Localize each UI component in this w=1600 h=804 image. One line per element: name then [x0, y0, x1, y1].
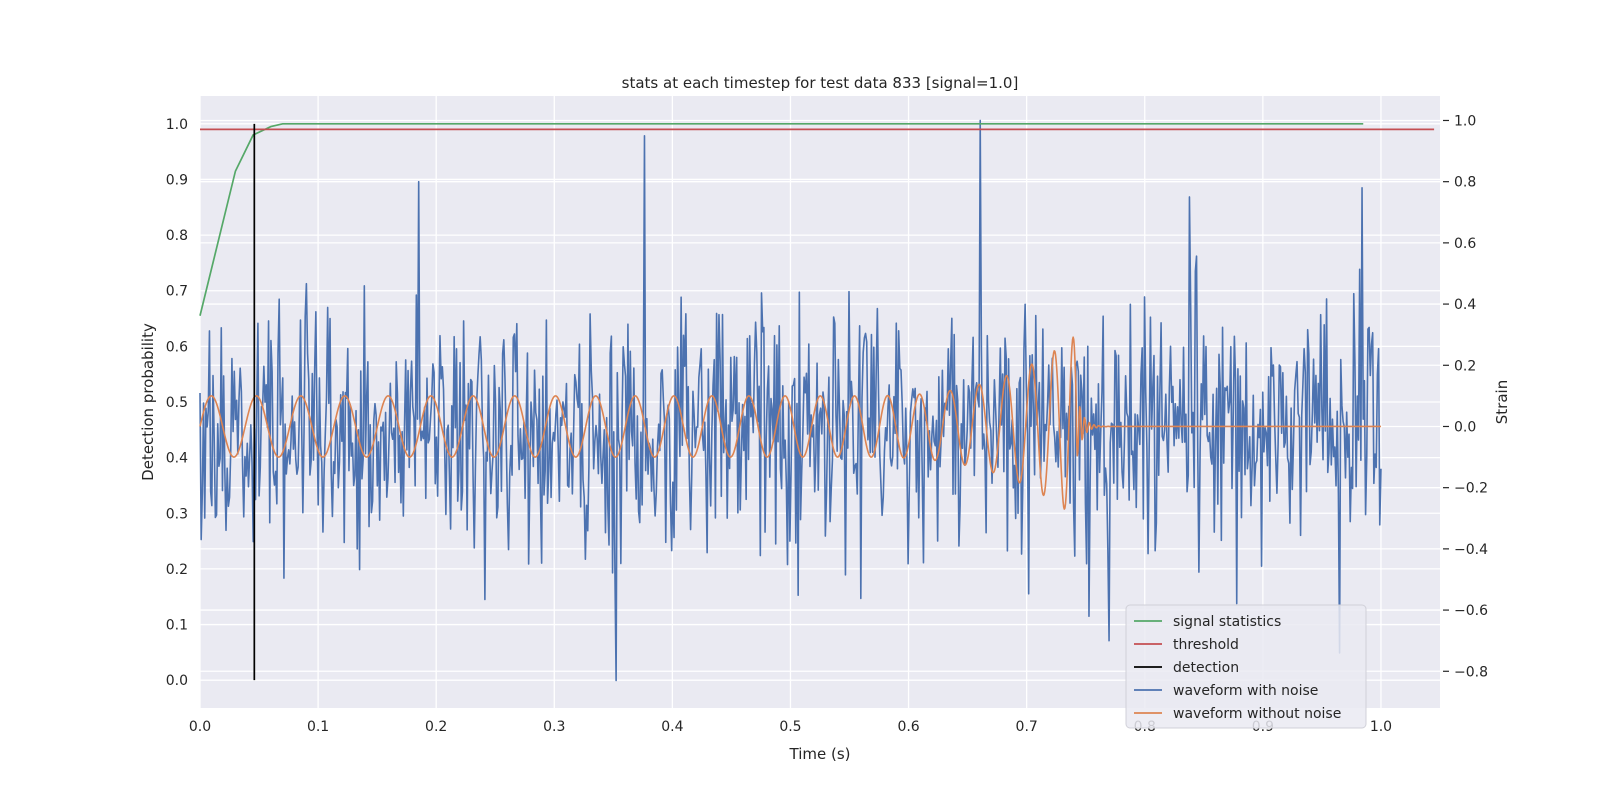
x-tick-label: 0.7 — [1016, 719, 1038, 735]
y-right-tick-label: 0.4 — [1454, 297, 1476, 313]
y-axis-right-label: Strain — [1493, 380, 1511, 424]
y-right-tick-label: 0.2 — [1454, 358, 1476, 374]
x-axis-ticks: 0.00.10.20.30.40.50.60.70.80.91.0 — [189, 719, 1392, 735]
legend-label: waveform without noise — [1173, 706, 1341, 722]
y-left-tick-label: 0.2 — [166, 562, 188, 578]
y-left-tick-label: 0.5 — [166, 395, 188, 411]
y-axis-left-ticks: 0.0 0.1 0.2 0.3 0.4 0.5 0.6 0.7 0.8 0.9 1.0 — [166, 117, 188, 689]
y-right-tick-label: 0.0 — [1454, 419, 1476, 435]
legend: signal statistics threshold detection wavef… — [1125, 604, 1367, 729]
y-right-tick-label: −0.8 — [1454, 664, 1488, 680]
y-left-tick-label: 0.6 — [166, 339, 188, 355]
y-left-tick-label: 0.7 — [166, 284, 188, 300]
y-left-tick-label: 1.0 — [166, 117, 188, 133]
y-left-tick-label: 0.1 — [166, 618, 188, 634]
x-tick-label: 0.2 — [425, 719, 447, 735]
x-axis-label: Time (s) — [789, 745, 851, 763]
y-left-tick-label: 0.8 — [166, 228, 188, 244]
y-right-tick-label: 0.8 — [1454, 175, 1476, 191]
legend-box — [1125, 604, 1367, 729]
y-left-tick-label: 0.3 — [166, 506, 188, 522]
series-waveform-with-noise — [199, 119, 1382, 682]
y-right-tick-label: −0.2 — [1454, 481, 1488, 497]
y-right-tick-label: 1.0 — [1454, 113, 1476, 129]
y-left-tick-label: 0.9 — [166, 172, 188, 188]
y-right-tick-label: 0.6 — [1454, 236, 1476, 252]
y-left-tick-label: 0.0 — [166, 673, 188, 689]
series-waveform-without-noise — [199, 336, 1382, 510]
y-axis-right-ticks: −0.8 −0.6 −0.4 −0.2 0.0 0.2 0.4 0.6 0.8 1.0 — [1443, 113, 1488, 680]
x-tick-label: 0.0 — [189, 719, 211, 735]
legend-label: threshold — [1173, 637, 1239, 653]
x-tick-label: 0.1 — [307, 719, 329, 735]
y-axis-left-label: Detection probability — [139, 323, 157, 481]
x-tick-label: 0.3 — [543, 719, 565, 735]
chart-title: stats at each timestep for test data 833… — [622, 74, 1019, 92]
x-tick-label: 0.5 — [779, 719, 801, 735]
legend-label: waveform with noise — [1173, 683, 1318, 699]
series-signal-statistics — [199, 122, 1364, 316]
y-left-tick-label: 0.4 — [166, 451, 188, 467]
y-right-tick-label: −0.4 — [1454, 542, 1488, 558]
legend-label: signal statistics — [1173, 614, 1281, 630]
x-tick-label: 0.6 — [897, 719, 919, 735]
legend-label: detection — [1173, 660, 1239, 676]
x-tick-label: 0.4 — [661, 719, 683, 735]
x-tick-label: 1.0 — [1370, 719, 1392, 735]
plot-lines — [199, 119, 1435, 682]
y-right-tick-label: −0.6 — [1454, 603, 1488, 619]
